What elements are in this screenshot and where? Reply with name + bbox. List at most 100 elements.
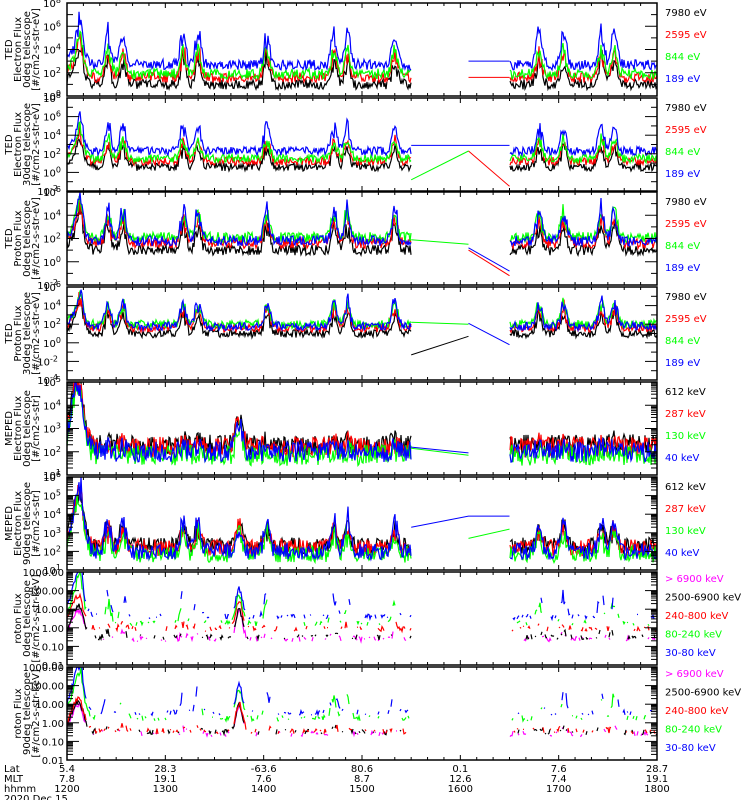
legend-entry: 7980 eV bbox=[665, 8, 707, 19]
y-axis-label: TED bbox=[4, 228, 15, 249]
x-tick-lat: 5.4 bbox=[59, 764, 75, 775]
y-tick-label: 104 bbox=[43, 398, 61, 412]
gap-interpolation-line bbox=[468, 150, 510, 187]
y-tick-label: 103 bbox=[43, 526, 61, 540]
panel-7: 0.01 0.10 1.00 10.00 100.00 1000.00 roton Flux… bbox=[13, 568, 741, 672]
x-tick-mlt: 12.6 bbox=[449, 774, 471, 785]
x-row-label-lat: Lat bbox=[4, 764, 20, 775]
x-date-label: 2020 Dec 15 bbox=[4, 794, 68, 800]
y-tick-label: 105 bbox=[43, 375, 61, 389]
y-tick-label: 102 bbox=[43, 147, 61, 161]
x-tick-hhmm: 1500 bbox=[349, 784, 374, 795]
y-tick-label: 100 bbox=[43, 336, 61, 350]
plot-area bbox=[67, 111, 657, 187]
x-tick-lat: 7.6 bbox=[551, 764, 567, 775]
legend-entry: 7980 eV bbox=[665, 292, 707, 303]
legend-entry: > 6900 keV bbox=[665, 669, 724, 680]
x-row-label-hhmm: hhmm bbox=[4, 784, 36, 795]
legend-entry: 80-240 keV bbox=[665, 725, 722, 736]
legend-entry: 7980 eV bbox=[665, 103, 707, 114]
y-axis-label: roton Flux bbox=[13, 688, 24, 738]
y-axis-label: 30deg telescope bbox=[22, 103, 33, 186]
x-tick-hhmm: 1700 bbox=[546, 784, 571, 795]
legend-entry: 2595 eV bbox=[665, 125, 707, 136]
x-tick-lat: -63.6 bbox=[251, 764, 277, 775]
y-axis-label: [#/cm2-s-str] bbox=[31, 395, 42, 462]
series-trace-844-ev bbox=[67, 120, 657, 165]
y-axis-label: Proton Flux bbox=[13, 210, 24, 266]
y-tick-label: 10-2 bbox=[37, 278, 58, 292]
series-trace-189-ev bbox=[67, 192, 657, 247]
y-tick-label: 102 bbox=[43, 445, 61, 459]
series-trace-240-800-kev bbox=[67, 592, 657, 634]
y-tick-label: 102 bbox=[43, 544, 61, 558]
plot-area bbox=[67, 382, 657, 467]
legend-entry: 189 eV bbox=[665, 263, 700, 274]
x-tick-mlt: 8.7 bbox=[354, 774, 370, 785]
y-axis-label: [#/cm2-s-str-eV] bbox=[31, 292, 42, 375]
y-tick-label: 106 bbox=[43, 185, 61, 199]
y-tick-label: 104 bbox=[43, 128, 61, 142]
y-tick-label: 10.00 bbox=[35, 605, 64, 616]
plot-area bbox=[67, 11, 657, 92]
gap-interpolation-line bbox=[468, 528, 510, 539]
y-tick-label: 0.01 bbox=[42, 661, 64, 672]
legend-entry: 287 keV bbox=[665, 409, 706, 420]
y-axis-label: 90deg telescope bbox=[22, 672, 33, 755]
legend-entry: 2595 eV bbox=[665, 30, 707, 41]
y-axis-label: [#/cm2-s-str-keV] bbox=[31, 669, 42, 757]
legend-entry: 7980 eV bbox=[665, 197, 707, 208]
gap-interpolation-line bbox=[411, 321, 469, 325]
y-axis-label: 0deg telescope bbox=[22, 11, 33, 88]
x-tick-lat: 80.6 bbox=[351, 764, 373, 775]
y-tick-label: 108 bbox=[43, 0, 61, 10]
y-tick-label: 100 bbox=[43, 255, 61, 269]
y-axis-label: MEPED bbox=[4, 506, 15, 541]
series-trace-30-80-kev bbox=[67, 572, 657, 619]
legend-entry: 40 keV bbox=[665, 453, 699, 464]
y-axis-label: TED bbox=[4, 39, 15, 60]
y-tick-label: 1000.00 bbox=[23, 663, 64, 674]
legend-entry: 2595 eV bbox=[665, 314, 707, 325]
legend-entry: 240-800 keV bbox=[665, 706, 729, 717]
x-tick-hhmm: 1800 bbox=[644, 784, 669, 795]
x-tick-lat: 28.3 bbox=[154, 764, 176, 775]
gap-interpolation-line bbox=[411, 447, 469, 456]
gap-interpolation-line bbox=[411, 446, 469, 454]
legend-entry: 240-800 keV bbox=[665, 611, 729, 622]
y-axis-label: roton Flux bbox=[13, 593, 24, 643]
gap-interpolation-line bbox=[468, 249, 510, 277]
y-tick-label: 100 bbox=[43, 165, 61, 179]
x-tick-hhmm: 1600 bbox=[448, 784, 473, 795]
series-trace-80-240-kev bbox=[67, 572, 657, 626]
panel-frame bbox=[66, 666, 658, 761]
y-tick-label: 103 bbox=[43, 422, 61, 436]
y-axis-label: 30deg telescope bbox=[22, 292, 33, 375]
gap-interpolation-line bbox=[411, 335, 469, 356]
gap-interpolation-line bbox=[411, 239, 469, 245]
y-tick-label: 104 bbox=[43, 299, 61, 313]
legend-entry: 30-80 keV bbox=[665, 648, 716, 659]
series-trace-2500-6900-kev bbox=[67, 603, 656, 642]
y-tick-label: 104 bbox=[43, 507, 61, 521]
y-tick-label: 106 bbox=[43, 280, 61, 294]
legend-entry: 189 eV bbox=[665, 169, 700, 180]
y-axis-label: Electron Flux bbox=[13, 396, 24, 461]
gap-interpolation-line bbox=[411, 515, 510, 528]
y-tick-label: 1.00 bbox=[42, 719, 64, 730]
y-axis-label: [#/cm2-s-str-eV] bbox=[31, 103, 42, 186]
x-tick-hhmm: 1300 bbox=[153, 784, 178, 795]
y-axis-label: Proton Flux bbox=[13, 305, 24, 361]
x-tick-lat: 28.7 bbox=[646, 764, 668, 775]
y-axis-label: [#/cm2-s-str-eV] bbox=[31, 197, 42, 280]
y-axis-label: TED bbox=[4, 323, 15, 344]
y-tick-label: 102 bbox=[43, 317, 61, 331]
x-axis-labels: Lat MLT hhmm 2020 Dec 15 5.47.8120028.31… bbox=[4, 764, 670, 800]
series-trace-30-80-kev bbox=[67, 667, 657, 715]
gap-interpolation-line bbox=[468, 247, 510, 272]
series-trace-189-ev bbox=[67, 289, 657, 333]
legend-entry: 2595 eV bbox=[665, 219, 707, 230]
legend-entry: 612 keV bbox=[665, 387, 706, 398]
